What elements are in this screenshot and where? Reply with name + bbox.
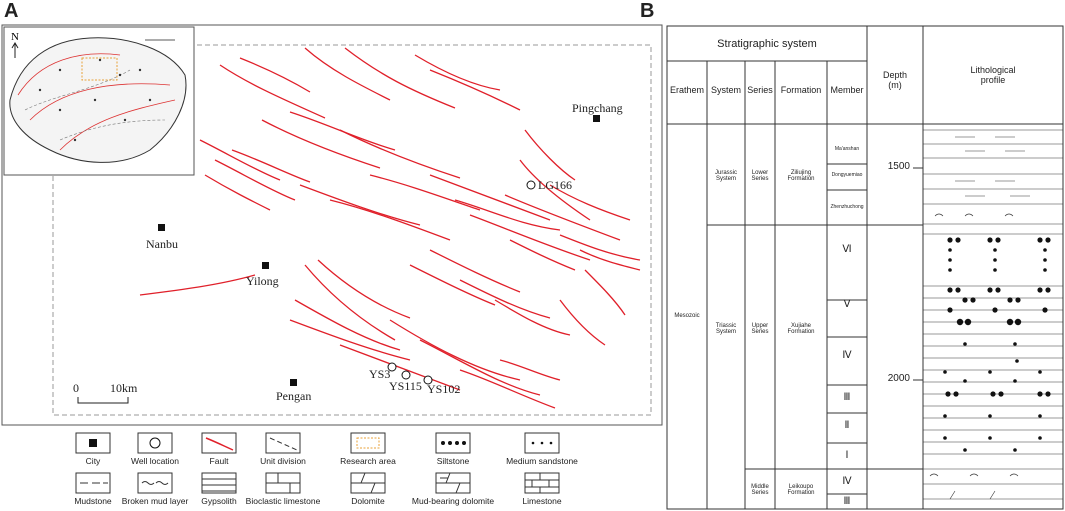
city-icon bbox=[89, 439, 97, 447]
header-system: System bbox=[710, 85, 741, 95]
bioclastic-limestone-icon bbox=[266, 473, 300, 493]
siltstone-dots bbox=[943, 237, 1051, 452]
series-lower: Lower Series bbox=[751, 170, 769, 182]
gypsolith-icon bbox=[202, 478, 236, 492]
map-frame bbox=[1, 24, 663, 426]
legend-label-unit: Unit division bbox=[260, 456, 306, 466]
fault-map: N bbox=[1, 24, 663, 426]
stratigraphic-column bbox=[666, 25, 1064, 510]
north-label: N bbox=[11, 31, 19, 43]
inset-map: N bbox=[3, 26, 195, 176]
legend-label-muddolomite: Mud-bearing dolomite bbox=[411, 496, 495, 506]
legend-label-mudstone: Mudstone bbox=[74, 496, 112, 506]
north-arrow-icon bbox=[11, 42, 19, 49]
faults bbox=[139, 47, 641, 409]
member-3: Ⅲ bbox=[843, 392, 851, 403]
depth-1500: 1500 bbox=[887, 161, 910, 172]
erathem-mesozoic: Mesozoic bbox=[674, 313, 700, 319]
member-leikoupo-4: Ⅳ bbox=[842, 476, 852, 487]
city-marker-nanbu bbox=[158, 224, 165, 231]
member-zhenzhuchong: Zhenzhuchong bbox=[830, 204, 864, 210]
city-marker-pingchang bbox=[593, 115, 600, 122]
well-marker-ys102 bbox=[423, 375, 433, 385]
member-dongyuemiao: Dongyuemiao bbox=[831, 172, 863, 178]
scale-bar: 0 10km bbox=[73, 381, 138, 404]
member-2: Ⅱ bbox=[844, 420, 850, 431]
system-jurassic: Jurassic System bbox=[714, 170, 737, 182]
member-5: Ⅴ bbox=[843, 299, 851, 310]
scale-value: 10km bbox=[110, 381, 138, 395]
well-marker-lg166 bbox=[526, 180, 536, 190]
panel-label-b: B bbox=[640, 0, 655, 22]
broken-mud-icon bbox=[141, 481, 169, 485]
mud-bearing-dolomite-icon bbox=[436, 472, 470, 494]
header-series: Series bbox=[747, 85, 773, 95]
siltstone-icon bbox=[441, 441, 466, 445]
medium-sandstone-icon bbox=[531, 441, 553, 445]
legend bbox=[75, 432, 560, 494]
research-area-boundary bbox=[52, 44, 652, 416]
cities: Pingchang Nanbu Yilong Pengan bbox=[146, 101, 623, 403]
lithological-profile bbox=[923, 129, 1063, 500]
legend-label-research: Research area bbox=[340, 456, 396, 466]
well-marker-ys3 bbox=[387, 362, 397, 372]
legend-label-fault: Fault bbox=[209, 456, 229, 466]
legend-label-limestone: Limestone bbox=[522, 496, 562, 506]
well-label-ys115: YS115 bbox=[389, 379, 422, 393]
formation-ziliujing: Ziliujing Formation bbox=[787, 170, 815, 182]
city-label-yilong: Yilong bbox=[246, 274, 279, 288]
city-label-pengan: Pengan bbox=[276, 389, 311, 403]
well-icon bbox=[149, 437, 161, 449]
well-marker-ys115 bbox=[401, 370, 411, 380]
city-label-pingchang: Pingchang bbox=[572, 101, 623, 115]
header-formation: Formation bbox=[780, 85, 822, 95]
header-depth: Depth (m) bbox=[882, 70, 908, 90]
legend-label-brokenmud: Broken mud layer bbox=[121, 496, 189, 506]
legend-label-gypsolith: Gypsolith bbox=[201, 496, 237, 506]
unit-division-icon bbox=[269, 437, 298, 451]
system-triassic: Triassic System bbox=[715, 323, 737, 335]
header-litho: Lithological profile bbox=[970, 65, 1016, 85]
legend-label-bioclastic: Bioclastic limestone bbox=[245, 496, 321, 506]
well-label-ys3: YS3 bbox=[369, 367, 390, 381]
city-marker-pengan bbox=[290, 379, 297, 386]
city-label-nanbu: Nanbu bbox=[146, 237, 178, 251]
header-member: Member bbox=[830, 85, 864, 95]
well-label-lg166: LG166 bbox=[538, 178, 572, 192]
formation-xujiahe: Xujiahe Formation bbox=[787, 323, 815, 335]
formation-leikoupo: Leikoupo Formation bbox=[787, 484, 815, 496]
series-middle: Middle Series bbox=[751, 484, 769, 496]
wells bbox=[387, 180, 536, 385]
member-leikoupo-3: Ⅲ bbox=[843, 496, 851, 507]
legend-label-medsand: Medium sandstone bbox=[506, 456, 578, 466]
member-6: Ⅵ bbox=[842, 244, 852, 255]
limestone-icon bbox=[525, 473, 559, 493]
panel-label-a: A bbox=[4, 0, 19, 22]
legend-label-city: City bbox=[85, 456, 101, 466]
fault-icon bbox=[205, 437, 234, 451]
research-area-icon bbox=[356, 437, 380, 449]
legend-label-well: Well location bbox=[130, 456, 180, 466]
member-4: Ⅳ bbox=[842, 350, 852, 361]
strat-title: Stratigraphic system bbox=[717, 37, 817, 50]
legend-label-dolomite: Dolomite bbox=[351, 496, 385, 506]
header-erathem: Erathem bbox=[669, 85, 704, 95]
member-maanshan: Ma'anshan bbox=[834, 146, 860, 152]
series-upper: Upper Series bbox=[751, 323, 769, 335]
scale-zero: 0 bbox=[73, 381, 79, 395]
member-1: Ⅰ bbox=[845, 450, 849, 461]
legend-label-siltstone: Siltstone bbox=[436, 456, 470, 466]
city-marker-yilong bbox=[262, 262, 269, 269]
depth-2000: 2000 bbox=[887, 373, 910, 384]
dolomite-icon bbox=[351, 472, 385, 494]
well-label-ys102: YS102 bbox=[427, 382, 460, 396]
